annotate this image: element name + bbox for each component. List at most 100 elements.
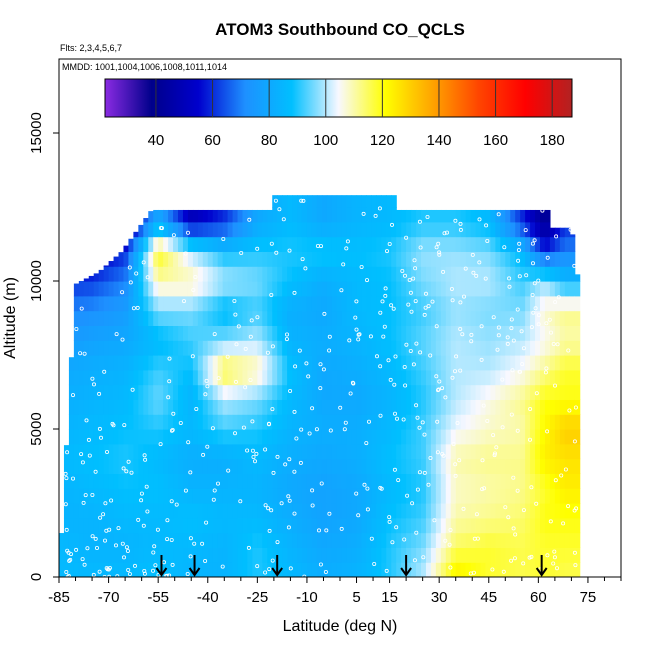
sample-point <box>205 384 210 389</box>
heat-cell <box>336 251 343 267</box>
heat-cell <box>465 236 472 252</box>
sample-point <box>527 555 532 560</box>
heat-cell <box>460 281 467 297</box>
sample-point <box>65 450 70 455</box>
heat-cell <box>118 503 125 519</box>
colorbar-tick-label: 40 <box>148 132 165 149</box>
heat-cell <box>148 221 154 238</box>
heat-cell <box>396 355 402 371</box>
heat-cell <box>78 325 85 341</box>
heat-cell <box>525 532 531 548</box>
heat-cell <box>143 281 149 297</box>
sample-point <box>414 403 419 408</box>
heat-cell <box>257 458 263 474</box>
sample-point <box>391 306 396 311</box>
heat-cell <box>287 310 293 326</box>
heat-cell <box>78 399 85 415</box>
heat-cell <box>202 458 209 474</box>
heat-cell <box>480 295 487 312</box>
sample-point <box>457 458 462 463</box>
heat-cell <box>331 325 338 341</box>
heat-cell <box>143 310 149 326</box>
heat-cell <box>530 221 536 238</box>
heat-cell <box>277 195 283 208</box>
heat-cell <box>93 547 100 563</box>
sample-point <box>553 300 558 305</box>
heat-cell <box>217 384 224 400</box>
heat-cell <box>217 429 224 445</box>
sample-point <box>86 437 91 442</box>
heat-cell <box>401 503 407 519</box>
heat-cell <box>128 295 134 312</box>
heat-cell <box>292 562 298 577</box>
sample-point <box>71 476 76 481</box>
heat-cell <box>376 221 382 238</box>
heat-cell <box>148 355 154 371</box>
heat-cell <box>158 458 164 474</box>
heat-cell <box>277 399 283 415</box>
heat-cell <box>465 384 472 400</box>
heat-cell <box>430 325 437 341</box>
heat-cell <box>311 532 318 548</box>
heat-cell <box>153 547 159 563</box>
heat-cell <box>346 207 353 223</box>
heat-cell <box>510 325 516 341</box>
heat-cell <box>411 503 417 519</box>
sample-point <box>251 454 256 459</box>
heat-cell <box>331 310 338 326</box>
heat-cell <box>515 221 521 238</box>
sample-point <box>343 420 348 425</box>
heat-cell <box>569 429 576 445</box>
heat-cell <box>297 503 303 519</box>
heat-cell <box>163 281 169 297</box>
heat-cell <box>222 532 229 548</box>
heat-cell <box>346 414 353 430</box>
heat-cell <box>540 458 546 474</box>
heat-cell <box>138 429 144 445</box>
heat-cell <box>331 195 338 208</box>
heat-cell <box>113 281 120 297</box>
x-tick-label: 15 <box>381 589 398 606</box>
heat-cell <box>554 266 561 282</box>
heat-cell <box>242 266 249 282</box>
heat-cell <box>262 236 268 252</box>
heat-cell <box>406 414 412 430</box>
heat-cell <box>143 458 149 474</box>
heat-cell <box>336 488 343 504</box>
heat-cell <box>535 355 541 371</box>
sample-point <box>390 540 395 545</box>
heat-cell <box>287 369 293 386</box>
heat-cell <box>331 443 338 460</box>
heat-cell <box>351 517 358 534</box>
heat-cell <box>78 414 85 430</box>
heat-cell <box>182 532 189 548</box>
sample-point <box>323 570 328 575</box>
heat-cell <box>88 281 95 297</box>
sample-point <box>90 534 95 539</box>
heat-cell <box>346 429 353 445</box>
heat-cell <box>192 384 199 400</box>
heat-cell <box>187 473 194 489</box>
heat-cell <box>346 310 353 326</box>
sample-point <box>491 433 496 438</box>
heat-cell <box>287 443 293 460</box>
heat-cell <box>450 369 457 386</box>
heat-cell <box>133 266 139 282</box>
heat-cell <box>346 369 353 386</box>
sample-point <box>286 525 291 530</box>
heat-cell <box>510 340 516 356</box>
heat-cell <box>500 281 506 297</box>
heat-cell <box>202 562 209 577</box>
sample-point <box>365 507 370 512</box>
sample-point <box>548 519 553 524</box>
heat-cell <box>113 355 120 371</box>
heat-cell <box>341 547 348 563</box>
heat-cell <box>153 384 159 400</box>
heat-cell <box>301 458 308 474</box>
heat-cell <box>391 207 397 223</box>
heat-cell <box>416 266 422 282</box>
heat-cell <box>411 325 417 341</box>
heat-cell <box>505 414 511 430</box>
heat-cell <box>272 547 278 563</box>
heat-cell <box>356 443 363 460</box>
